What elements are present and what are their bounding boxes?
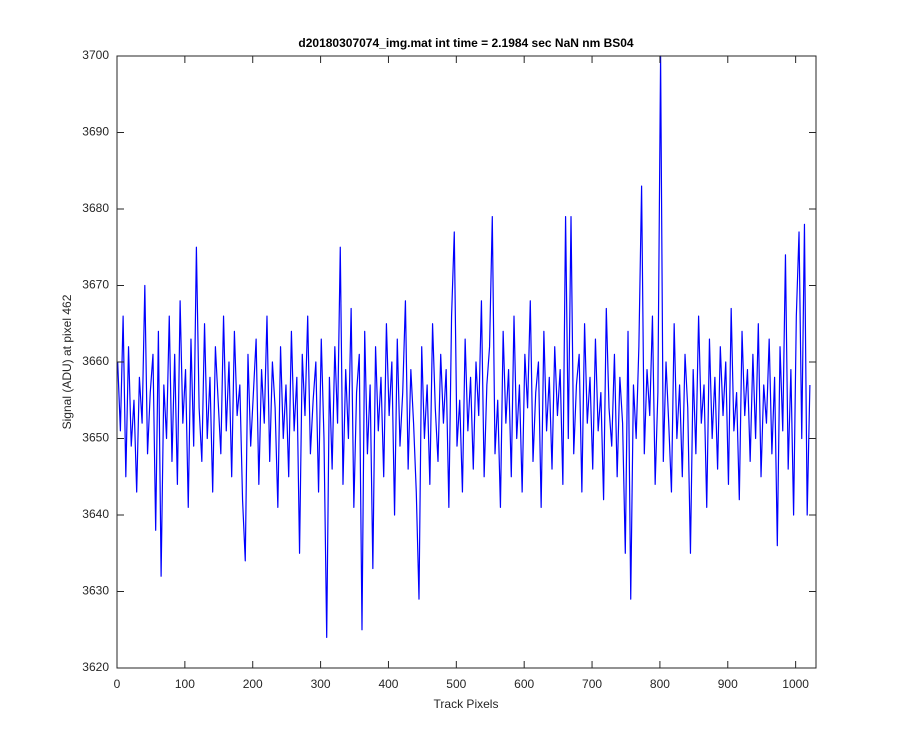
y-tick-label: 3670	[82, 278, 109, 292]
y-tick-label: 3640	[82, 507, 109, 521]
y-tick-label: 3680	[82, 201, 109, 215]
chart-title: d20180307074_img.mat int time = 2.1984 s…	[298, 36, 634, 50]
y-tick-label: 3700	[82, 48, 109, 62]
y-tick-label: 3660	[82, 354, 109, 368]
x-tick-label: 700	[582, 677, 602, 691]
x-tick-label: 900	[718, 677, 738, 691]
data-line	[117, 55, 811, 638]
x-tick-label: 1000	[782, 677, 809, 691]
x-tick-label: 100	[175, 677, 195, 691]
x-tick-label: 0	[114, 677, 121, 691]
y-tick-label: 3630	[82, 584, 109, 598]
x-tick-label: 800	[650, 677, 670, 691]
x-tick-label: 200	[243, 677, 263, 691]
y-tick-label: 3690	[82, 125, 109, 139]
x-axis-label: Track Pixels	[434, 697, 499, 711]
x-tick-label: 300	[311, 677, 331, 691]
y-tick-label: 3620	[82, 660, 109, 674]
y-tick-label: 3650	[82, 431, 109, 445]
x-tick-label: 400	[378, 677, 398, 691]
x-tick-label: 500	[446, 677, 466, 691]
x-tick-label: 600	[514, 677, 534, 691]
y-axis-label: Signal (ADU) at pixel 462	[60, 294, 74, 429]
